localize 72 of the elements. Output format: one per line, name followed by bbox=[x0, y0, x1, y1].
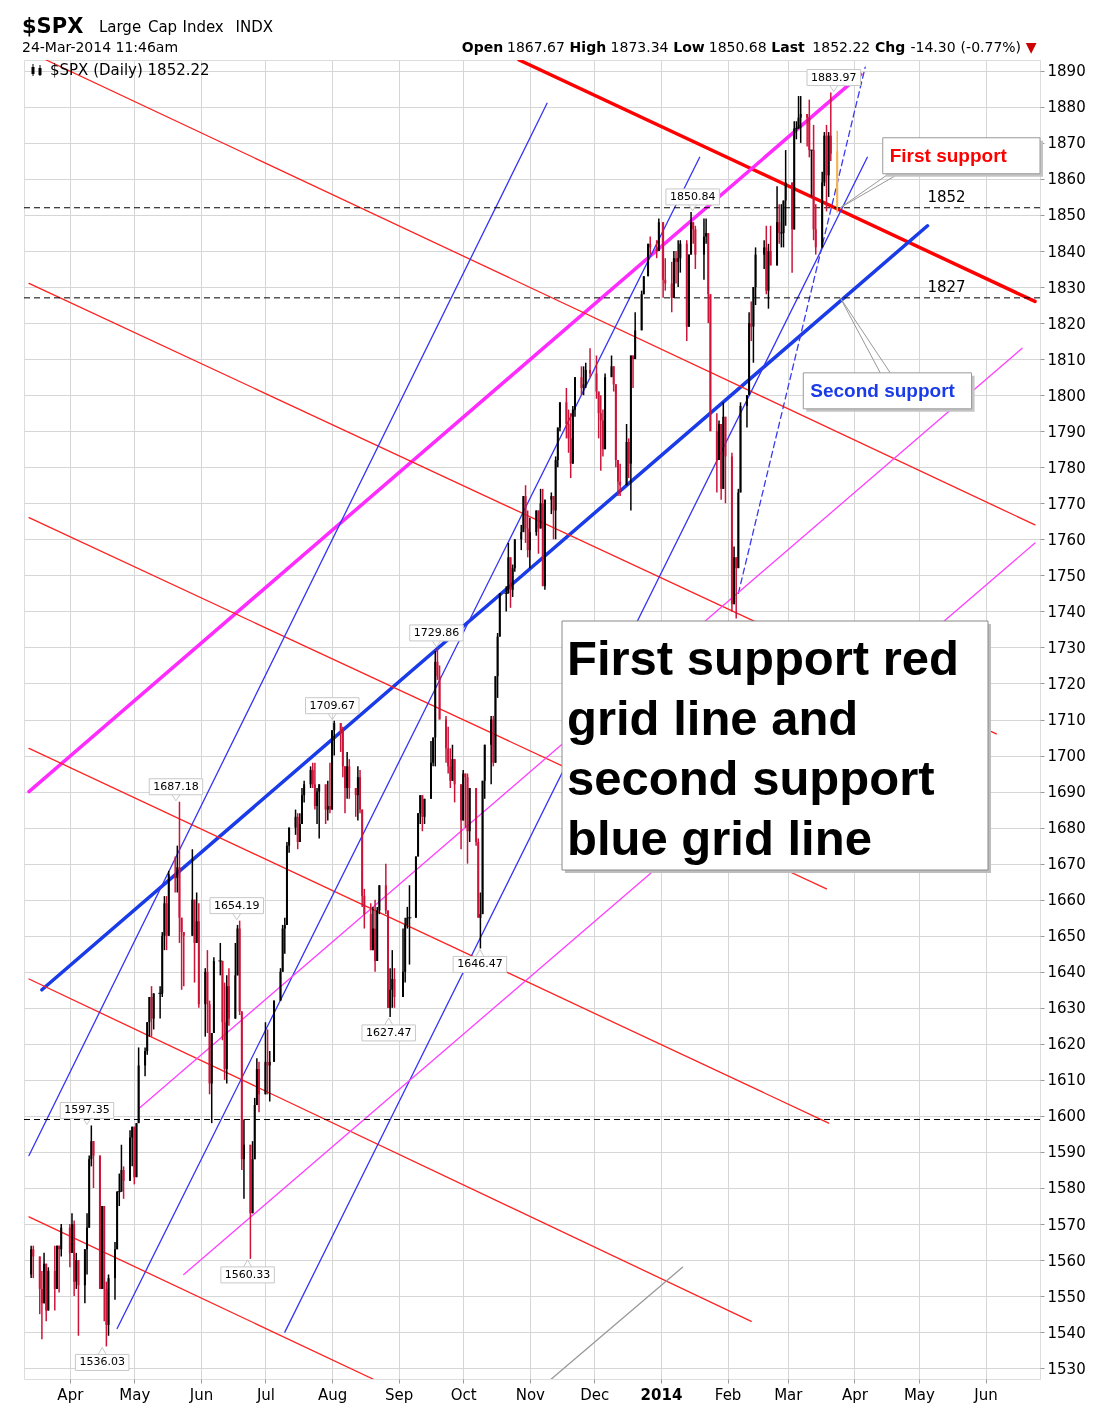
y-tick-label: 1790 bbox=[1047, 422, 1086, 441]
y-tick-label: 1670 bbox=[1047, 855, 1086, 874]
x-tick-label: Apr bbox=[841, 1385, 869, 1404]
y-tick-label: 1890 bbox=[1047, 62, 1086, 81]
y-tick-label: 1550 bbox=[1047, 1287, 1086, 1306]
x-tick-label: May bbox=[903, 1385, 936, 1404]
annotation: 1646.47 bbox=[457, 957, 503, 971]
annotation: 1709.67 bbox=[309, 698, 356, 712]
y-tick-label: 1830 bbox=[1047, 278, 1086, 297]
y-tick-label: 1860 bbox=[1047, 170, 1086, 189]
y-tick-label: 1620 bbox=[1047, 1035, 1086, 1054]
annotation: First support bbox=[889, 144, 1008, 166]
y-tick-label: 1570 bbox=[1047, 1215, 1086, 1234]
x-tick-label: Jul bbox=[255, 1385, 276, 1404]
chart-title: $SPX Large Cap Index INDX bbox=[22, 14, 274, 38]
ref-line-label: 1852 bbox=[927, 187, 966, 206]
y-tick-label: 1530 bbox=[1047, 1359, 1086, 1378]
annotation: 1560.33 bbox=[224, 1267, 271, 1281]
y-tick-label: 1850 bbox=[1047, 206, 1086, 225]
y-tick-label: 1700 bbox=[1047, 747, 1086, 766]
y-tick-label: 1880 bbox=[1047, 98, 1086, 117]
y-tick-label: 1580 bbox=[1047, 1179, 1086, 1198]
y-tick-label: 1660 bbox=[1047, 891, 1086, 910]
annotation: 1883.97 bbox=[811, 70, 857, 84]
y-tick-label: 1720 bbox=[1047, 674, 1086, 693]
y-tick-label: 1650 bbox=[1047, 927, 1086, 946]
annotation: 1687.18 bbox=[153, 779, 199, 793]
annotation: Second support bbox=[810, 379, 956, 401]
x-tick-label: Jun bbox=[188, 1385, 214, 1404]
y-tick-label: 1590 bbox=[1047, 1143, 1086, 1162]
annotation: First support red grid line and second support blue grid line bbox=[567, 631, 960, 865]
y-tick-label: 1770 bbox=[1047, 494, 1086, 513]
y-tick-label: 1810 bbox=[1047, 350, 1086, 369]
y-tick-label: 1680 bbox=[1047, 819, 1086, 838]
x-tick-label: Oct bbox=[450, 1385, 477, 1404]
x-tick-label: Mar bbox=[774, 1385, 804, 1404]
y-tick-label: 1710 bbox=[1047, 711, 1086, 729]
x-tick-label: 2014 bbox=[640, 1385, 683, 1404]
x-tick-label: Sep bbox=[385, 1385, 414, 1404]
x-tick-label: Dec bbox=[580, 1385, 610, 1404]
annotation: 1850.84 bbox=[669, 189, 716, 203]
y-tick-label: 1760 bbox=[1047, 530, 1086, 549]
y-tick-label: 1630 bbox=[1047, 999, 1086, 1018]
y-tick-label: 1730 bbox=[1047, 638, 1086, 657]
annotation: 1729.86 bbox=[413, 625, 460, 639]
x-tick-label: Nov bbox=[515, 1385, 546, 1404]
y-tick-label: 1540 bbox=[1047, 1323, 1086, 1342]
ref-line-label: 1827 bbox=[927, 277, 966, 296]
annotation: 1536.03 bbox=[79, 1355, 125, 1369]
chart-subtitle: 24-Mar-2014 11:46am bbox=[22, 39, 179, 55]
y-tick-label: 1800 bbox=[1047, 386, 1086, 405]
text: Open 1867.67 High 1873.34 Low 1850.68 Last 1852.22 Chg -14.30 (-0.77%) ▼ bbox=[461, 39, 1037, 55]
y-tick-label: 1690 bbox=[1047, 783, 1086, 802]
y-tick-label: 1560 bbox=[1047, 1251, 1086, 1270]
x-tick-label: Apr bbox=[57, 1385, 85, 1404]
annotation: 1654.19 bbox=[214, 898, 260, 912]
y-tick-label: 1840 bbox=[1047, 242, 1086, 261]
y-tick-label: 1610 bbox=[1047, 1071, 1086, 1090]
y-tick-label: 1600 bbox=[1047, 1107, 1086, 1126]
y-tick-label: 1740 bbox=[1047, 602, 1086, 621]
y-tick-label: 1750 bbox=[1047, 566, 1086, 585]
y-tick-label: 1820 bbox=[1047, 314, 1086, 333]
x-tick-label: Feb bbox=[714, 1385, 742, 1404]
y-tick-label: 1870 bbox=[1047, 134, 1086, 153]
x-tick-label: Aug bbox=[317, 1385, 348, 1404]
y-tick-label: 1640 bbox=[1047, 963, 1086, 982]
y-tick-label: 1780 bbox=[1047, 458, 1086, 477]
x-tick-label: May bbox=[119, 1385, 151, 1404]
annotation: 1597.35 bbox=[64, 1103, 110, 1117]
candlestick bbox=[809, 149, 814, 198]
x-tick-label: Jun bbox=[973, 1385, 998, 1404]
annotation: 1627.47 bbox=[365, 1025, 412, 1039]
